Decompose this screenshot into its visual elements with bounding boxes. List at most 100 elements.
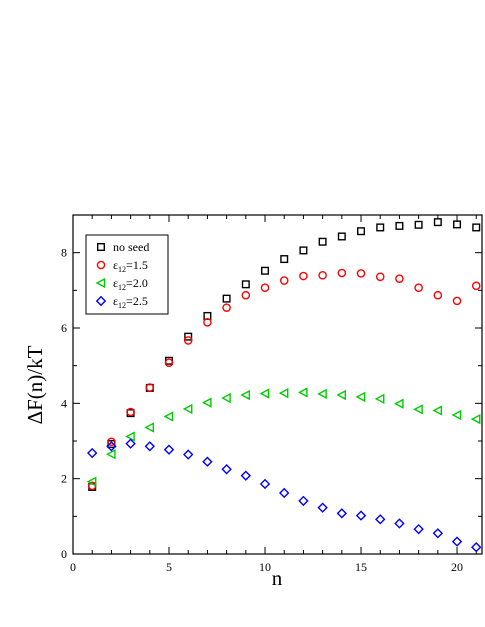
plot-frame xyxy=(72,214,483,555)
data-point xyxy=(452,296,462,306)
data-point xyxy=(184,332,193,341)
data-point xyxy=(433,218,442,227)
data-point xyxy=(183,336,193,345)
data-point xyxy=(183,449,194,460)
data-point xyxy=(106,441,117,452)
data-point xyxy=(393,398,404,409)
y-axis-label: ΔF(n)/kT xyxy=(23,345,47,424)
legend-label: ε12=2.5 xyxy=(113,294,148,310)
data-point xyxy=(414,220,423,229)
data-point xyxy=(394,518,405,529)
x-axis-label: n xyxy=(272,566,283,590)
data-point xyxy=(221,464,232,475)
data-point xyxy=(107,437,116,447)
data-point xyxy=(355,391,366,403)
data-markers xyxy=(86,218,482,553)
x-tick-label: 0 xyxy=(70,560,76,574)
data-point xyxy=(472,223,481,232)
data-point xyxy=(471,542,482,553)
data-point xyxy=(318,270,327,280)
data-point xyxy=(413,523,424,535)
data-point xyxy=(125,438,136,449)
data-point xyxy=(280,255,289,264)
data-point xyxy=(240,389,251,401)
data-point xyxy=(259,388,270,399)
data-point xyxy=(376,223,385,232)
data-point xyxy=(202,456,213,467)
data-point xyxy=(279,276,289,285)
data-point xyxy=(222,294,231,303)
axis-ticks: 0 5 10 15 20 0 2 4 6 8 xyxy=(61,214,482,574)
data-point xyxy=(453,220,462,229)
data-point xyxy=(87,447,98,459)
data-point xyxy=(451,536,463,547)
x-tick-label: 15 xyxy=(355,560,367,574)
legend-marker xyxy=(95,277,106,289)
data-point xyxy=(86,476,97,487)
data-point xyxy=(221,392,231,404)
data-point xyxy=(299,271,308,281)
data-point xyxy=(164,358,174,367)
data-point xyxy=(126,407,135,417)
data-point xyxy=(317,502,328,513)
data-point xyxy=(355,510,367,521)
legend-marker xyxy=(96,260,106,270)
x-tick-label: 10 xyxy=(259,560,271,574)
legend-marker xyxy=(96,242,105,251)
data-point xyxy=(432,528,444,539)
legend-label: no seed xyxy=(113,240,149,254)
data-point xyxy=(241,290,251,300)
y-tick-label: 6 xyxy=(61,321,67,335)
data-point xyxy=(105,449,116,460)
data-point xyxy=(357,227,366,236)
data-point xyxy=(203,318,212,327)
data-point xyxy=(201,397,212,408)
data-point xyxy=(182,403,193,415)
x-tick-label: 5 xyxy=(166,560,172,574)
data-point xyxy=(337,232,346,241)
data-point xyxy=(336,389,347,401)
series-1 xyxy=(87,268,481,491)
series-2 xyxy=(86,387,481,487)
data-point xyxy=(432,405,443,416)
data-point xyxy=(240,470,252,481)
data-point xyxy=(375,514,386,525)
data-point xyxy=(278,387,289,399)
data-point xyxy=(222,303,231,312)
data-point xyxy=(163,444,175,455)
legend-items: no seed ε12=1.5 ε12=2.0 ε12=2.5 xyxy=(95,240,149,310)
legend-marker xyxy=(95,295,107,307)
legend-box xyxy=(85,234,169,315)
data-point xyxy=(279,487,290,499)
y-tick-label: 2 xyxy=(61,472,67,486)
y-tick-label: 4 xyxy=(61,396,67,410)
data-point xyxy=(125,431,135,442)
data-point xyxy=(395,274,404,283)
data-point xyxy=(163,411,174,422)
data-point xyxy=(144,441,155,452)
data-point xyxy=(259,478,271,490)
data-point xyxy=(433,290,443,300)
data-point xyxy=(395,221,404,230)
data-point xyxy=(299,246,308,255)
data-point xyxy=(470,413,481,425)
data-point xyxy=(260,283,270,292)
data-point xyxy=(451,409,462,421)
data-point xyxy=(318,237,327,246)
data-point xyxy=(298,495,309,507)
legend-label: ε12=2.0 xyxy=(113,276,148,292)
data-point xyxy=(241,280,250,289)
data-point xyxy=(356,269,366,278)
data-point xyxy=(374,393,385,404)
y-tick-label: 8 xyxy=(61,246,67,260)
y-tick-label: 0 xyxy=(61,547,67,561)
data-point xyxy=(471,281,481,291)
data-point xyxy=(261,266,270,275)
data-point xyxy=(145,383,155,392)
data-point xyxy=(336,508,348,519)
data-point xyxy=(297,387,308,398)
data-point xyxy=(414,283,423,292)
data-point xyxy=(413,404,423,415)
series-3 xyxy=(87,438,482,553)
